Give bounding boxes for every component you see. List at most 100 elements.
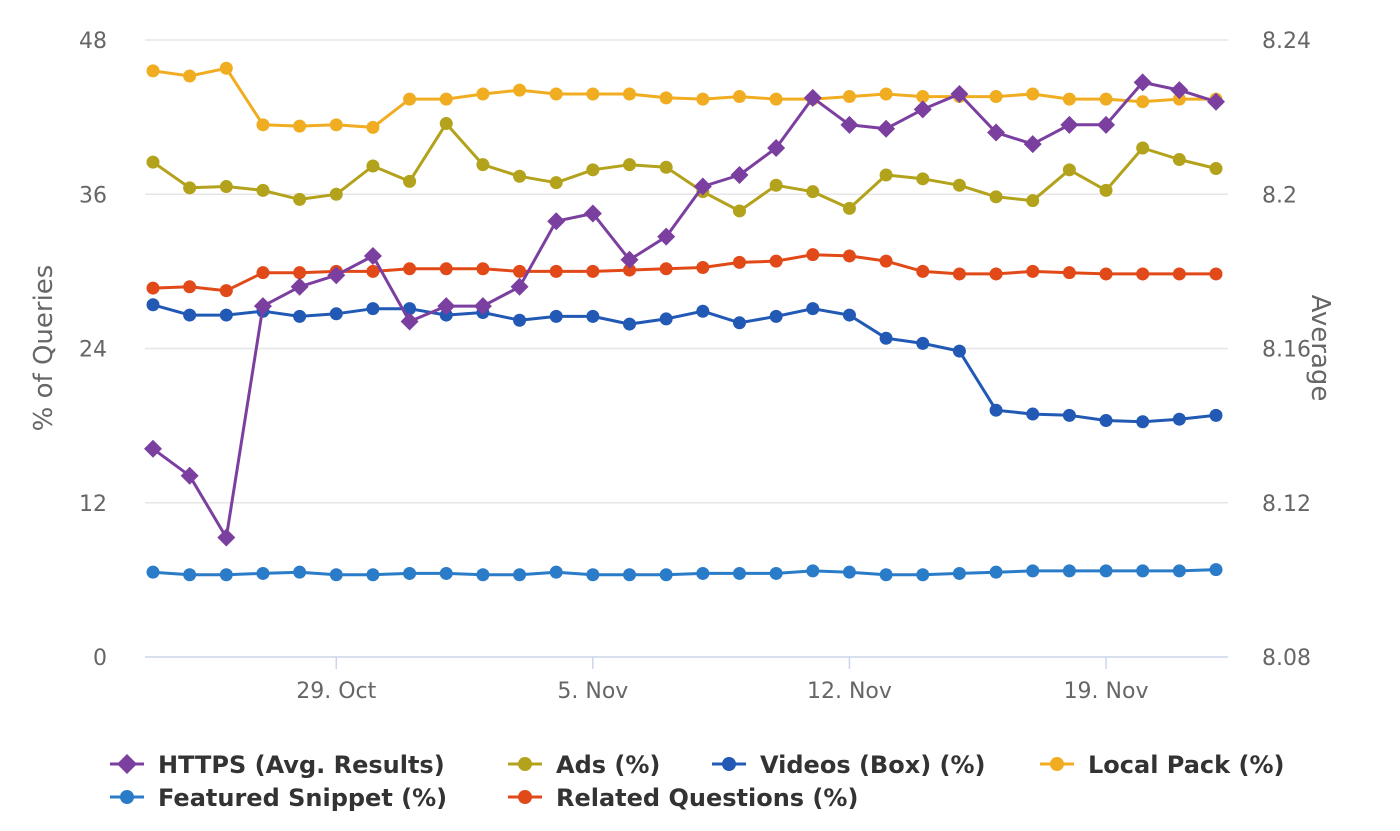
data-point: [146, 281, 160, 295]
data-point: [513, 568, 527, 582]
data-point: [1026, 407, 1040, 421]
data-point: [403, 262, 417, 276]
data-point: [989, 267, 1003, 281]
data-point: [916, 264, 930, 278]
data-point: [329, 187, 343, 201]
data-point: [256, 266, 270, 280]
data-point: [1170, 81, 1189, 100]
data-point: [293, 266, 307, 280]
data-point: [183, 568, 197, 582]
legend-item[interactable]: Ads (%): [508, 751, 660, 779]
y-left-tick-label: 0: [93, 646, 107, 671]
data-point: [366, 568, 380, 582]
data-point: [693, 177, 712, 196]
data-point: [144, 439, 162, 458]
data-point: [842, 90, 856, 104]
data-point: [400, 312, 419, 331]
y-left-tick-label: 36: [79, 183, 107, 208]
data-point: [623, 263, 637, 277]
legend-label: Related Questions (%): [556, 784, 858, 812]
legend-item[interactable]: Featured Snippet (%): [110, 784, 447, 812]
x-tick-label: 12. Nov: [807, 679, 892, 704]
data-point: [183, 308, 197, 322]
data-point: [1133, 73, 1152, 92]
legend-item[interactable]: Related Questions (%): [508, 784, 858, 812]
data-point: [1207, 92, 1225, 111]
data-point: [439, 92, 453, 106]
data-point: [952, 344, 966, 358]
legend-label: HTTPS (Avg. Results): [158, 751, 445, 779]
legend-label: Local Pack (%): [1088, 751, 1284, 779]
x-tick-label: 5. Nov: [557, 679, 628, 704]
series-line: [152, 80, 1217, 539]
data-point: [657, 227, 676, 246]
data-point: [256, 566, 270, 580]
data-point: [623, 568, 637, 582]
data-point: [989, 90, 1003, 104]
y-axis-left-title: % of Queries: [29, 265, 59, 432]
data-point: [180, 466, 199, 485]
data-point: [659, 91, 673, 105]
data-point: [916, 90, 930, 104]
data-point: [1026, 194, 1040, 208]
data-point: [659, 568, 673, 582]
data-point: [1136, 141, 1150, 155]
data-point: [290, 277, 309, 296]
data-point: [696, 566, 710, 580]
legend-item[interactable]: HTTPS (Avg. Results): [110, 751, 445, 779]
data-point: [146, 565, 160, 579]
legend-item[interactable]: Local Pack (%): [1040, 751, 1284, 779]
data-point: [842, 565, 856, 579]
data-point: [767, 138, 786, 157]
data-point: [732, 204, 746, 218]
y-right-tick-label: 8.2: [1262, 183, 1297, 208]
y-right-tick-label: 8.24: [1262, 29, 1311, 54]
data-point: [1062, 564, 1076, 578]
data-point: [219, 61, 233, 75]
data-point: [989, 403, 1003, 417]
legend-item[interactable]: Videos (Box) (%): [712, 751, 986, 779]
data-point: [806, 302, 820, 316]
data-point: [732, 90, 746, 104]
data-point: [146, 64, 160, 78]
y-right-tick-label: 8.16: [1262, 338, 1311, 363]
data-point: [1026, 87, 1040, 101]
data-point: [513, 169, 527, 183]
y-left-tick-label: 24: [79, 338, 107, 363]
data-point: [1062, 92, 1076, 106]
data-point: [989, 565, 1003, 579]
data-point: [1099, 413, 1113, 427]
series-ads: [146, 117, 1223, 218]
data-point: [842, 201, 856, 215]
data-point: [696, 261, 710, 275]
data-point: [769, 309, 783, 323]
data-point: [659, 312, 673, 326]
series-line: [152, 568, 1217, 577]
data-point: [586, 264, 600, 278]
data-point: [1099, 564, 1113, 578]
data-point: [696, 304, 710, 318]
data-point: [586, 163, 600, 177]
data-point: [952, 566, 966, 580]
data-point: [1209, 267, 1223, 281]
series-related-questions: [146, 248, 1223, 298]
data-point: [293, 309, 307, 323]
data-point: [1099, 183, 1113, 197]
data-point: [1097, 115, 1116, 134]
data-point: [803, 88, 822, 107]
series-featured-snippet: [146, 563, 1223, 582]
data-point: [879, 87, 893, 101]
series-line: [152, 66, 1216, 129]
data-point: [403, 302, 417, 316]
legend-label: Ads (%): [556, 751, 660, 779]
legend-symbol-marker: [1050, 757, 1064, 771]
data-point: [659, 262, 673, 276]
data-point: [879, 254, 893, 268]
axes: 0 12 24 36 48 8.08 8.12 8.16 8.2 8.24 29. Oct 5. No…: [79, 29, 1311, 704]
data-point: [476, 87, 490, 101]
data-point: [510, 277, 529, 296]
data-point: [327, 266, 346, 285]
data-point: [989, 190, 1003, 204]
data-point: [806, 185, 820, 199]
